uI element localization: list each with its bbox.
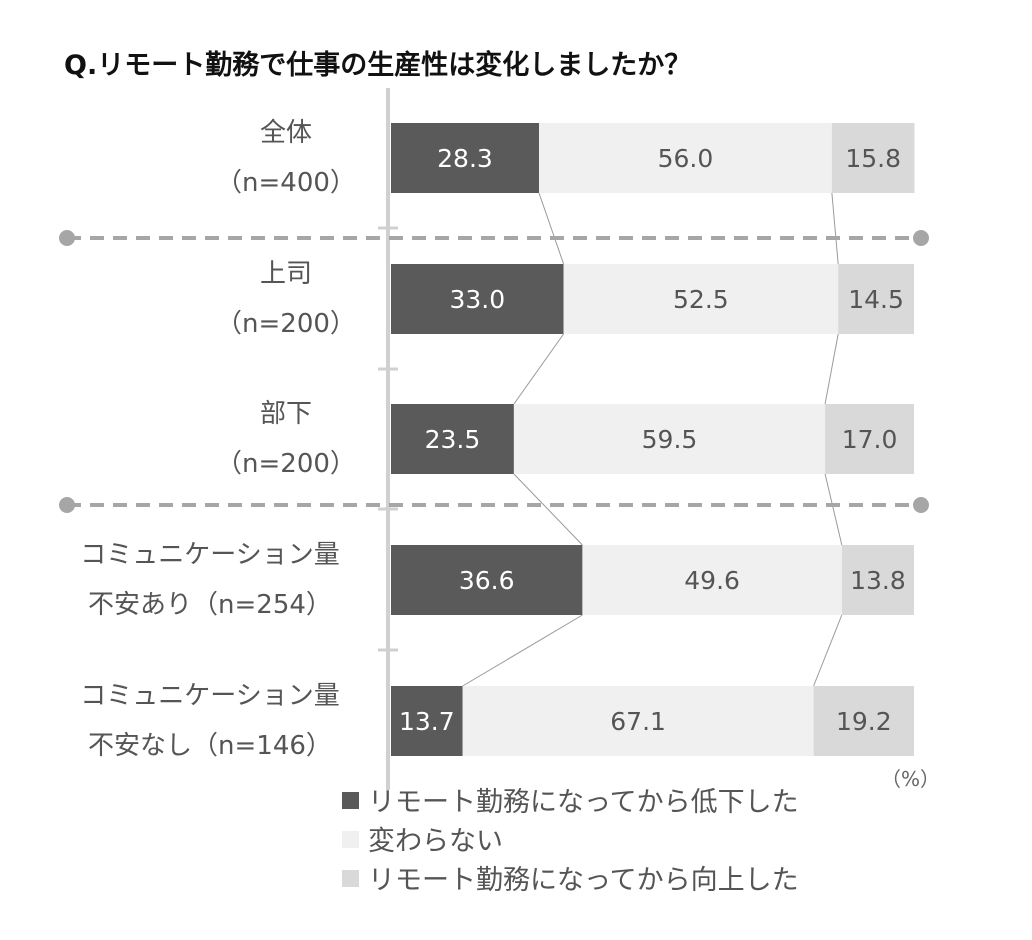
group-separators [59,230,929,513]
bar-segment [563,264,839,334]
bar-segment [825,404,914,474]
category-label: コミュニケーション量 [80,681,339,711]
data-label: 33.0 [449,285,505,314]
bar-segment [841,545,914,615]
category-label: （n=200） [216,309,356,339]
bar-segment [582,545,842,615]
category-label: 上司 [260,259,312,289]
bar-segment [391,404,514,474]
connector-line [824,333,839,405]
legend-label: リモート勤務になってから向上した [368,865,799,896]
category-label: コミュニケーション量 [80,540,339,570]
bar-segment [813,686,914,756]
connector-line [513,333,564,405]
connector-line [538,192,565,265]
bar-segment [462,686,814,756]
bar-segment [391,545,583,615]
chart-title: Q.リモート勤務で仕事の生産性は変化しましたか？ [64,49,691,81]
unit-label: （%） [881,767,940,791]
bar-segment [391,123,540,193]
connector-layer [462,192,843,687]
data-label: 17.0 [842,425,898,454]
connector-line [462,614,583,687]
legend-swatch [342,870,359,887]
bar-layer: 28.3 56.0 15.8 33.0 52.5 14.5 23.5 59.5 17.0 36.6… [391,123,915,756]
data-label: 13.7 [399,707,455,736]
connector-line [824,473,843,546]
separator-dot [913,230,929,246]
data-label: 14.5 [848,285,904,314]
data-label: 28.3 [437,144,493,173]
bar-segment [838,264,914,334]
data-label: 59.5 [642,425,698,454]
legend-label: リモート勤務になってから低下した [368,787,799,818]
separator-dot [59,497,75,513]
data-label: 67.1 [610,707,666,736]
separator-dot [913,497,929,513]
data-label: 56.0 [658,144,714,173]
category-labels: 全体 （n=400） 上司 （n=200） 部下 （n=200） コミュニケーション量不安あ… [80,118,356,761]
bar-segment [391,264,564,334]
bar-segment [831,123,915,193]
category-label: 部下 [260,399,312,429]
category-label: （n=400） [216,168,356,198]
axis-layer [378,88,398,790]
data-label: 19.2 [836,707,892,736]
data-label: 49.6 [684,566,740,595]
bar-segment [513,404,826,474]
category-label: 全体 [260,118,312,148]
bar-segment [391,686,463,756]
legend-swatch [342,792,359,809]
bar-segment [539,123,832,193]
legend-label: 変わらない [368,826,503,857]
category-label: 不安あり（n=254） [88,590,332,620]
connector-line [513,473,583,546]
data-label: 36.6 [459,566,515,595]
data-label: 15.8 [845,144,901,173]
data-label: 13.8 [850,566,906,595]
data-label: 23.5 [425,425,481,454]
legend-swatch [342,831,359,848]
separator-dot [59,230,75,246]
category-label: （n=200） [216,449,356,479]
connector-line [813,614,843,687]
connector-line [831,192,839,265]
category-label: 不安なし（n=146） [88,731,332,761]
data-label: 52.5 [673,285,729,314]
